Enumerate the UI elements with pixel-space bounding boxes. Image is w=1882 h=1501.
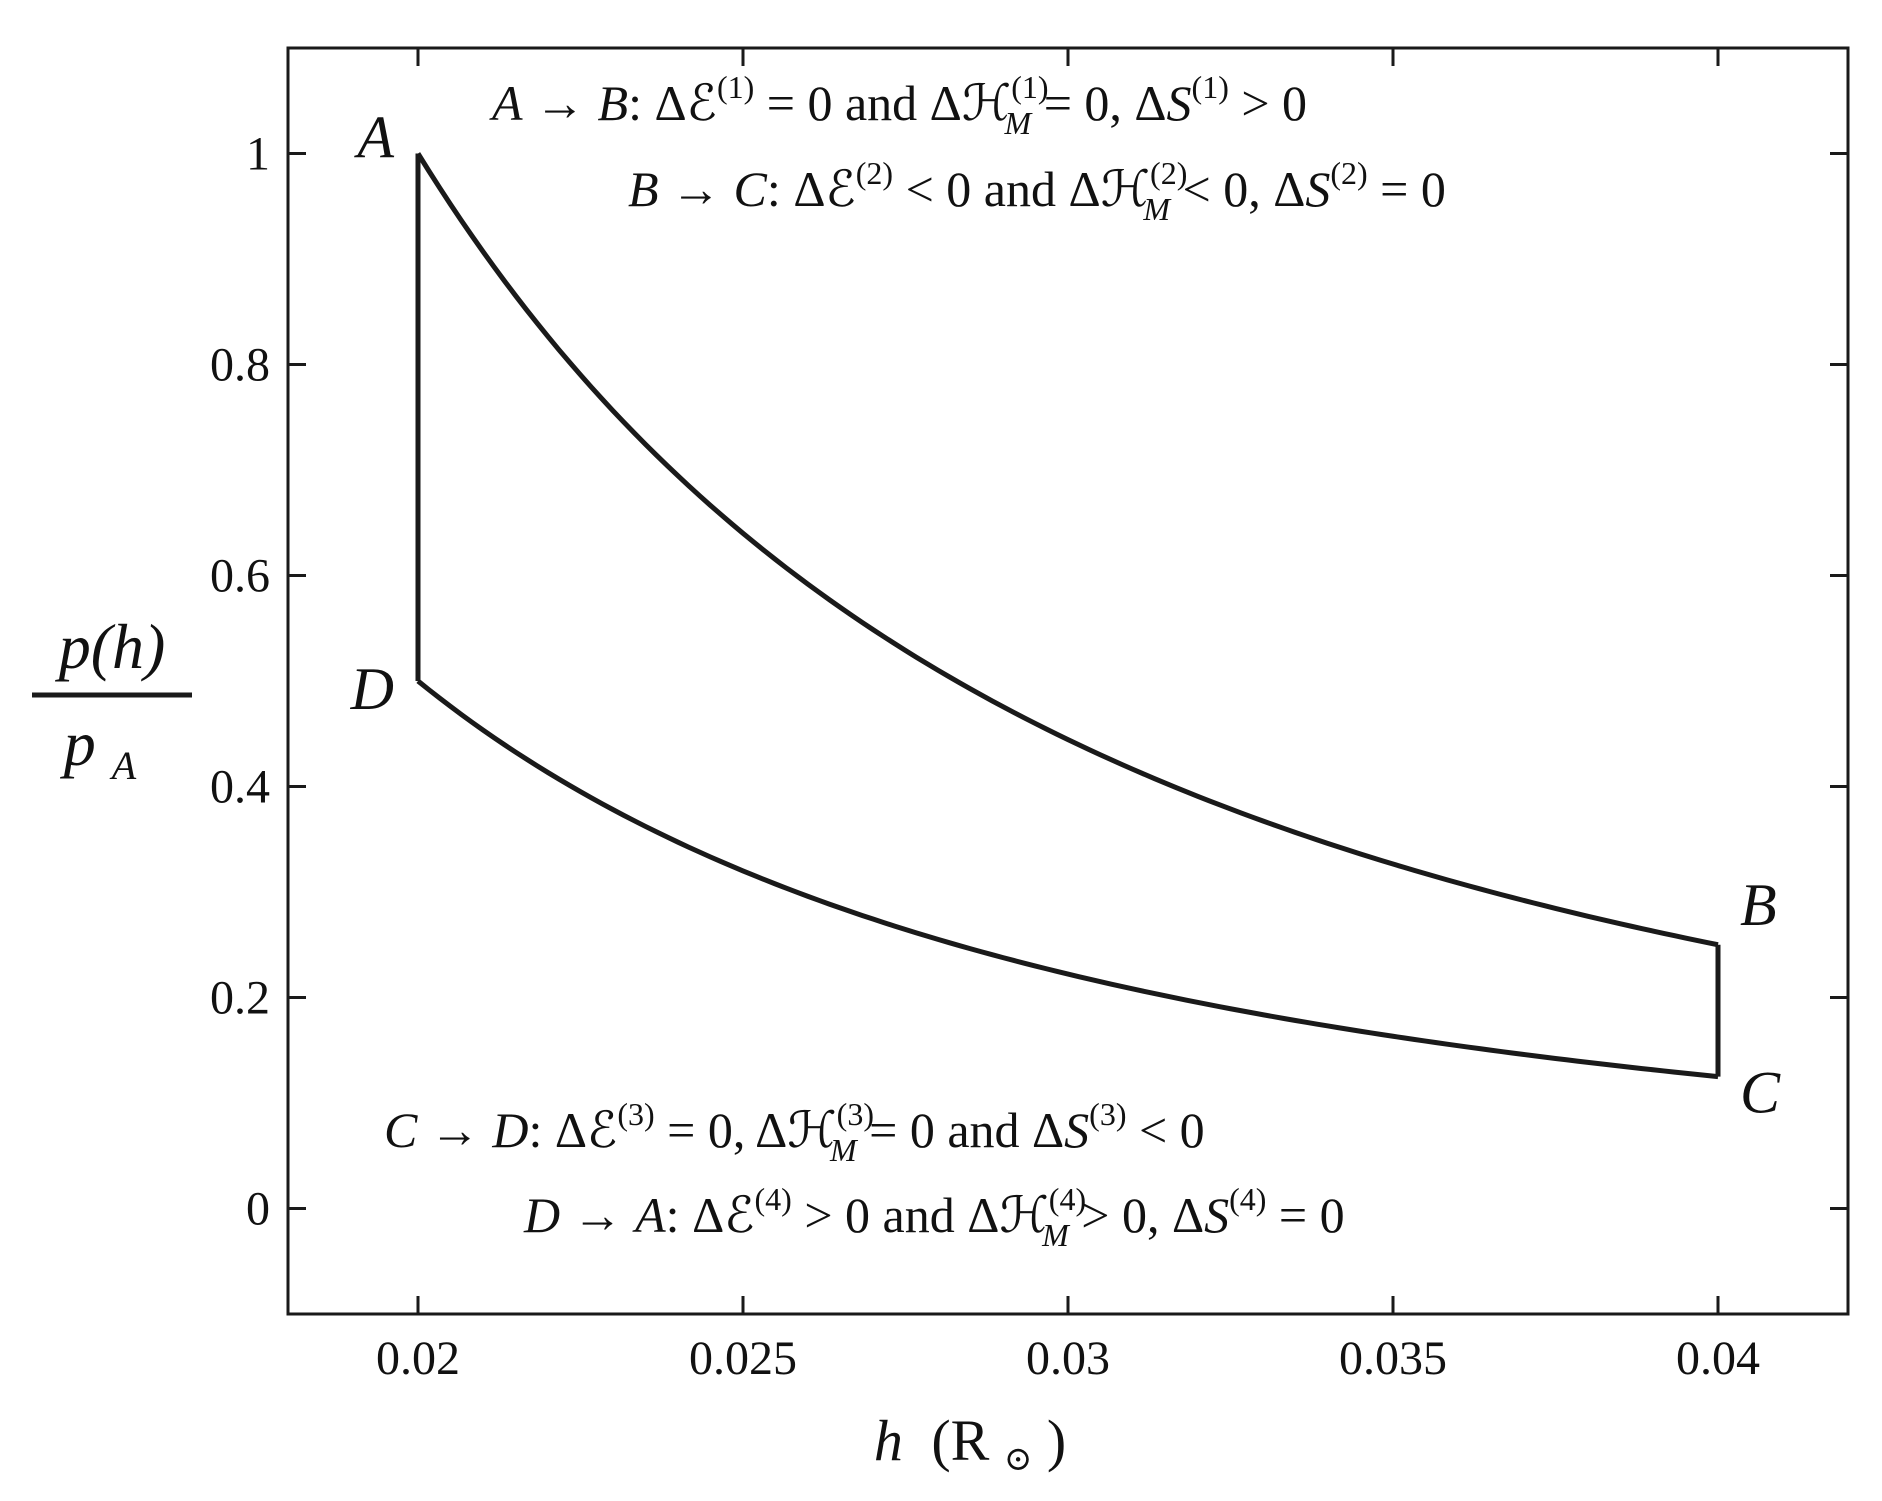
x-axis-var: h bbox=[874, 1408, 903, 1473]
annotation-part: Δℋ bbox=[930, 75, 1012, 131]
annotation-part: (2) bbox=[856, 155, 893, 191]
annotation-part: A bbox=[489, 75, 523, 131]
annotation-part: → bbox=[417, 1102, 492, 1158]
annotation-part: S bbox=[1167, 75, 1192, 131]
annotation-part: Δ bbox=[1273, 161, 1305, 217]
annotation-part: (1) bbox=[1011, 69, 1048, 105]
segment-a-b bbox=[415, 152, 1719, 948]
annotation-part: → bbox=[523, 75, 598, 131]
annotation-part: B bbox=[598, 75, 629, 131]
x-axis-unit-open: (R bbox=[931, 1408, 989, 1473]
annotation-part: S bbox=[1064, 1102, 1089, 1158]
annotation-part: = 0 bbox=[1368, 161, 1446, 217]
annotation-part: = 0 and bbox=[754, 75, 929, 131]
point-label-a: A bbox=[353, 105, 394, 171]
y-tick-label: 0.8 bbox=[210, 339, 270, 392]
annotation-part: < 0, bbox=[1170, 161, 1273, 217]
x-tick-label: 0.03 bbox=[1026, 1332, 1110, 1385]
x-axis-unit-close: ) bbox=[1047, 1408, 1066, 1473]
annotation-part: (3) bbox=[837, 1096, 874, 1132]
annotation-part: C bbox=[734, 161, 768, 217]
annotation-part: → bbox=[659, 161, 734, 217]
annotation-part: → bbox=[560, 1187, 635, 1243]
annotation-part: : bbox=[628, 75, 654, 131]
annotation-part: S bbox=[1305, 161, 1330, 217]
annotation-part: (3) bbox=[617, 1096, 654, 1132]
series bbox=[415, 152, 1721, 1080]
annotation-part: Δℰ bbox=[555, 1102, 617, 1158]
annotation-part: Δℰ bbox=[692, 1187, 754, 1243]
annotations: A → B: Δℰ(1) = 0 and Δℋ(1) M = 0, ΔS(1) >… bbox=[384, 69, 1446, 1253]
y-axis-label-denominator: p A bbox=[60, 708, 137, 788]
annotation-part: M bbox=[1041, 1217, 1071, 1253]
annotation-part: = 0 bbox=[1266, 1187, 1344, 1243]
annotation-part: (1) bbox=[717, 69, 754, 105]
annotation-part: Δℋ bbox=[967, 1187, 1049, 1243]
annotation-part: Δℰ bbox=[793, 161, 855, 217]
annotation-part: C bbox=[384, 1102, 418, 1158]
annotation-part: > 0 and bbox=[792, 1187, 967, 1243]
point-label-b: B bbox=[1740, 872, 1777, 938]
annotation-part: Δℰ bbox=[655, 75, 717, 131]
annotation-part: > 0, bbox=[1069, 1187, 1172, 1243]
annotation-c-d: C → D: Δℰ(3) = 0, Δℋ(3) M = 0 and ΔS(3) <… bbox=[384, 1096, 1205, 1168]
x-tick-label: 0.02 bbox=[376, 1332, 460, 1385]
y-axis-label: p(h) p A bbox=[32, 611, 192, 788]
annotation-part: B bbox=[628, 161, 659, 217]
annotation-part: Δ bbox=[1032, 1102, 1064, 1158]
annotation-part: : bbox=[528, 1102, 554, 1158]
annotation-part: S bbox=[1204, 1187, 1229, 1243]
annotation-part: (4) bbox=[1049, 1181, 1086, 1217]
annotation-part: (1) bbox=[1192, 69, 1229, 105]
annotation-part: > 0 bbox=[1229, 75, 1307, 131]
y-axis-label-den-sub: A bbox=[109, 743, 137, 788]
x-tick-label: 0.025 bbox=[689, 1332, 797, 1385]
y-axis-label-numerator: p(h) bbox=[55, 611, 166, 682]
annotation-part: : bbox=[767, 161, 793, 217]
annotation-part: A bbox=[632, 1187, 666, 1243]
y-tick-label: 0.4 bbox=[210, 761, 270, 814]
annotation-part: (4) bbox=[1229, 1181, 1266, 1217]
annotation-a-b: A → B: Δℰ(1) = 0 and Δℋ(1) M = 0, ΔS(1) >… bbox=[489, 69, 1307, 141]
annotation-b-c: B → C: Δℰ(2) < 0 and Δℋ(2) M < 0, ΔS(2) =… bbox=[628, 155, 1446, 227]
annotation-part: M bbox=[1004, 105, 1034, 141]
annotation-part: Δℋ bbox=[1068, 161, 1150, 217]
point-label-c: C bbox=[1740, 1060, 1781, 1126]
x-axis-unit-sub: ⊙ bbox=[1004, 1441, 1033, 1478]
y-axis-label-den-var: p bbox=[60, 708, 96, 779]
segment-c-d bbox=[416, 679, 1719, 1080]
annotation-part: < 0 and bbox=[893, 161, 1068, 217]
x-tick-label: 0.04 bbox=[1676, 1332, 1760, 1385]
annotation-part: (3) bbox=[1089, 1096, 1126, 1132]
annotation-part: M bbox=[1142, 191, 1172, 227]
annotation-part: D bbox=[523, 1187, 560, 1243]
y-tick-label: 0 bbox=[246, 1183, 270, 1236]
annotation-part: : bbox=[666, 1187, 692, 1243]
ticks: 0.02 0.025 0.03 0.035 0.04 0 0.2 0.4 0.6 0.8 1 bbox=[210, 48, 1848, 1385]
y-tick-label: 0.6 bbox=[210, 550, 270, 603]
annotation-part: D bbox=[491, 1102, 528, 1158]
y-tick-label: 0.2 bbox=[210, 972, 270, 1025]
annotation-part: = 0, bbox=[1031, 75, 1134, 131]
annotation-part: (2) bbox=[1150, 155, 1187, 191]
annotation-part: < 0 bbox=[1126, 1102, 1204, 1158]
annotation-d-a: D → A: Δℰ(4) > 0 and Δℋ(4) M > 0, ΔS(4) =… bbox=[523, 1181, 1345, 1253]
annotation-part: (2) bbox=[1330, 155, 1367, 191]
point-labels: A B C D bbox=[350, 105, 1781, 1126]
x-axis-label: h (R ⊙ ) bbox=[874, 1408, 1066, 1483]
annotation-part: (4) bbox=[755, 1181, 792, 1217]
annotation-part: Δ bbox=[1172, 1187, 1204, 1243]
annotation-part: Δℋ bbox=[755, 1102, 837, 1158]
annotation-part: Δ bbox=[1134, 75, 1166, 131]
annotation-part: = 0, bbox=[655, 1102, 755, 1158]
point-label-d: D bbox=[350, 656, 394, 722]
x-tick-label: 0.035 bbox=[1339, 1332, 1447, 1385]
annotation-part: = 0 and bbox=[857, 1102, 1032, 1158]
annotation-part: M bbox=[829, 1132, 859, 1168]
y-tick-label: 1 bbox=[246, 128, 270, 181]
